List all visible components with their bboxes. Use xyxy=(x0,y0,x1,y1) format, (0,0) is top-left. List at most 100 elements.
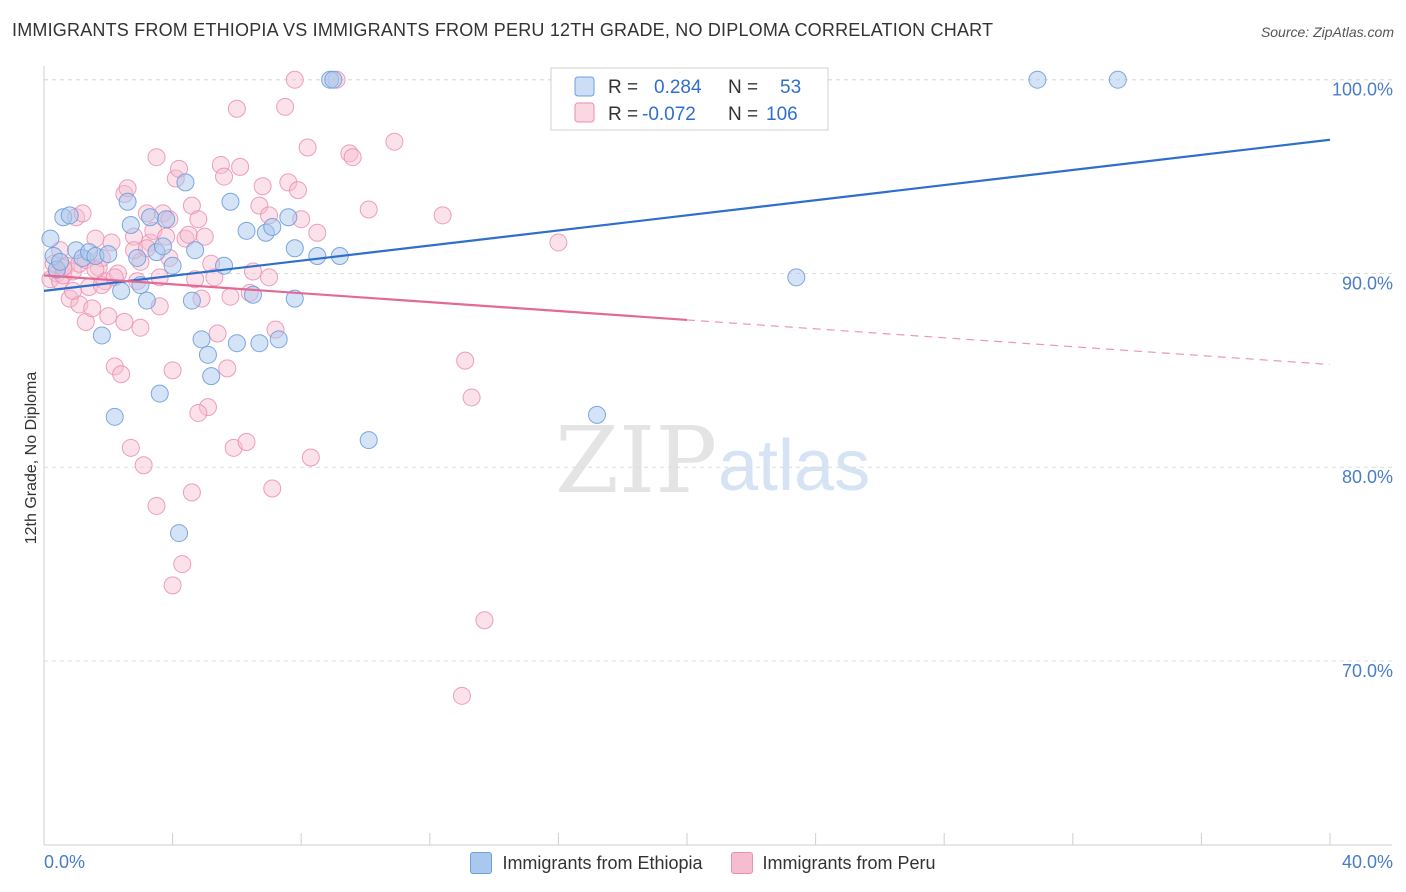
ethiopia-point xyxy=(121,216,140,234)
ethiopia-point xyxy=(141,208,160,227)
legend-swatch-ethiopia xyxy=(574,76,595,97)
legend-r-value-ethiopia: 0.284 xyxy=(654,77,702,98)
source-label: Source: ZipAtlas.com xyxy=(1260,24,1394,40)
y-axis-label: 12th Grade, No Diploma xyxy=(23,372,40,545)
ethiopia-point xyxy=(359,431,378,450)
ethiopia-point xyxy=(182,291,201,310)
peru-point xyxy=(115,312,134,331)
legend-r-value-peru: -0.072 xyxy=(642,104,696,125)
legend-swatch-peru xyxy=(574,102,595,123)
peru-point xyxy=(131,318,150,337)
peru-point xyxy=(112,365,131,384)
peru-point xyxy=(452,686,471,705)
ethiopia-point xyxy=(60,206,79,225)
ethiopia-point xyxy=(215,256,234,275)
ethiopia-point xyxy=(41,229,60,248)
peru-point xyxy=(433,206,452,225)
legend-n-value-ethiopia: 53 xyxy=(780,77,801,98)
ethiopia-point xyxy=(170,524,189,543)
legend-r-label-ethiopia: R = xyxy=(608,77,638,98)
peru-point xyxy=(359,200,378,219)
peru-point xyxy=(462,388,481,407)
legend-r-label-peru: R = xyxy=(608,104,638,125)
ethiopia-point xyxy=(237,221,256,240)
axis-layer: 70.0% 80.0% 90.0% 100.0% xyxy=(43,66,1393,846)
ethiopia-point xyxy=(269,330,288,349)
ethiopia-point xyxy=(221,192,240,211)
y-tick-label: 90.0% xyxy=(1342,273,1393,293)
peru-point xyxy=(163,576,182,595)
peru-point xyxy=(308,223,327,242)
ethiopia-point xyxy=(587,405,606,424)
ethiopia-point xyxy=(787,268,806,287)
peru-point xyxy=(195,227,214,246)
peru-point xyxy=(198,398,217,417)
peru-point xyxy=(237,433,256,451)
peru-point xyxy=(121,438,140,457)
ethiopia-point xyxy=(157,210,176,229)
ethiopia-point xyxy=(150,384,169,403)
peru-point xyxy=(227,99,246,118)
y-tick-label: 80.0% xyxy=(1342,467,1393,487)
legend-n-value-peru: 106 xyxy=(766,104,798,125)
legend-item-peru: Immigrants from Peru xyxy=(730,852,936,874)
peru-point xyxy=(288,181,307,200)
ethiopia-point xyxy=(92,326,111,345)
peru-point xyxy=(250,196,269,215)
legend-label-ethiopia: Immigrants from Ethiopia xyxy=(502,852,703,873)
ethiopia-point xyxy=(51,252,70,271)
ethiopia-point xyxy=(153,237,172,256)
legend-n-label-ethiopia: N = xyxy=(728,77,758,98)
peru-points xyxy=(41,70,568,705)
ethiopia-point xyxy=(105,407,124,426)
trend-layer xyxy=(43,138,1331,366)
watermark-atlas: atlas xyxy=(718,426,870,506)
peru-point xyxy=(221,287,240,306)
ethiopia-point xyxy=(192,330,211,349)
peru-point xyxy=(385,132,404,151)
ethiopia-point xyxy=(250,334,269,353)
peru-point xyxy=(134,456,153,475)
legend-label-peru: Immigrants from Peru xyxy=(762,852,936,873)
ethiopia-point xyxy=(128,248,147,267)
peru-point xyxy=(147,148,166,167)
peru-point xyxy=(83,299,102,318)
ethiopia-point xyxy=(227,334,246,353)
ethiopia-point xyxy=(202,367,221,386)
peru-point xyxy=(211,155,230,174)
ethiopia-trend-line xyxy=(43,138,1331,292)
ethiopia-point xyxy=(263,217,282,236)
ethiopia-point xyxy=(324,70,343,89)
peru-point xyxy=(189,210,208,229)
ethiopia-point xyxy=(176,173,195,192)
legend-n-label-peru: N = xyxy=(728,104,758,125)
ethiopia-point xyxy=(186,241,205,260)
peru-trend-line-extrapolated xyxy=(686,319,1331,366)
ethiopia-points xyxy=(41,70,1127,543)
legend-swatch-peru-bottom xyxy=(730,852,753,874)
ethiopia-point xyxy=(99,245,118,264)
ethiopia-point xyxy=(285,239,304,258)
peru-point xyxy=(99,307,118,326)
peru-point xyxy=(276,97,295,116)
peru-point xyxy=(205,268,224,287)
ethiopia-point xyxy=(137,291,156,310)
peru-point xyxy=(475,611,494,630)
peru-point xyxy=(260,268,279,287)
peru-point xyxy=(186,270,205,289)
ethiopia-point xyxy=(285,289,304,308)
x-tick-label-max: 40.0% xyxy=(1342,852,1393,872)
peru-point xyxy=(179,225,198,244)
ethiopia-point xyxy=(279,208,298,227)
peru-point xyxy=(63,281,82,300)
peru-point xyxy=(163,361,182,380)
legend-swatch-ethiopia-bottom xyxy=(470,852,493,874)
y-tick-label: 70.0% xyxy=(1342,661,1393,681)
peru-point xyxy=(285,70,304,89)
legend-item-ethiopia: Immigrants from Ethiopia xyxy=(470,852,703,874)
ethiopia-point xyxy=(308,247,327,265)
peru-point xyxy=(298,138,317,157)
peru-point xyxy=(208,324,227,343)
ethiopia-point xyxy=(112,281,131,300)
